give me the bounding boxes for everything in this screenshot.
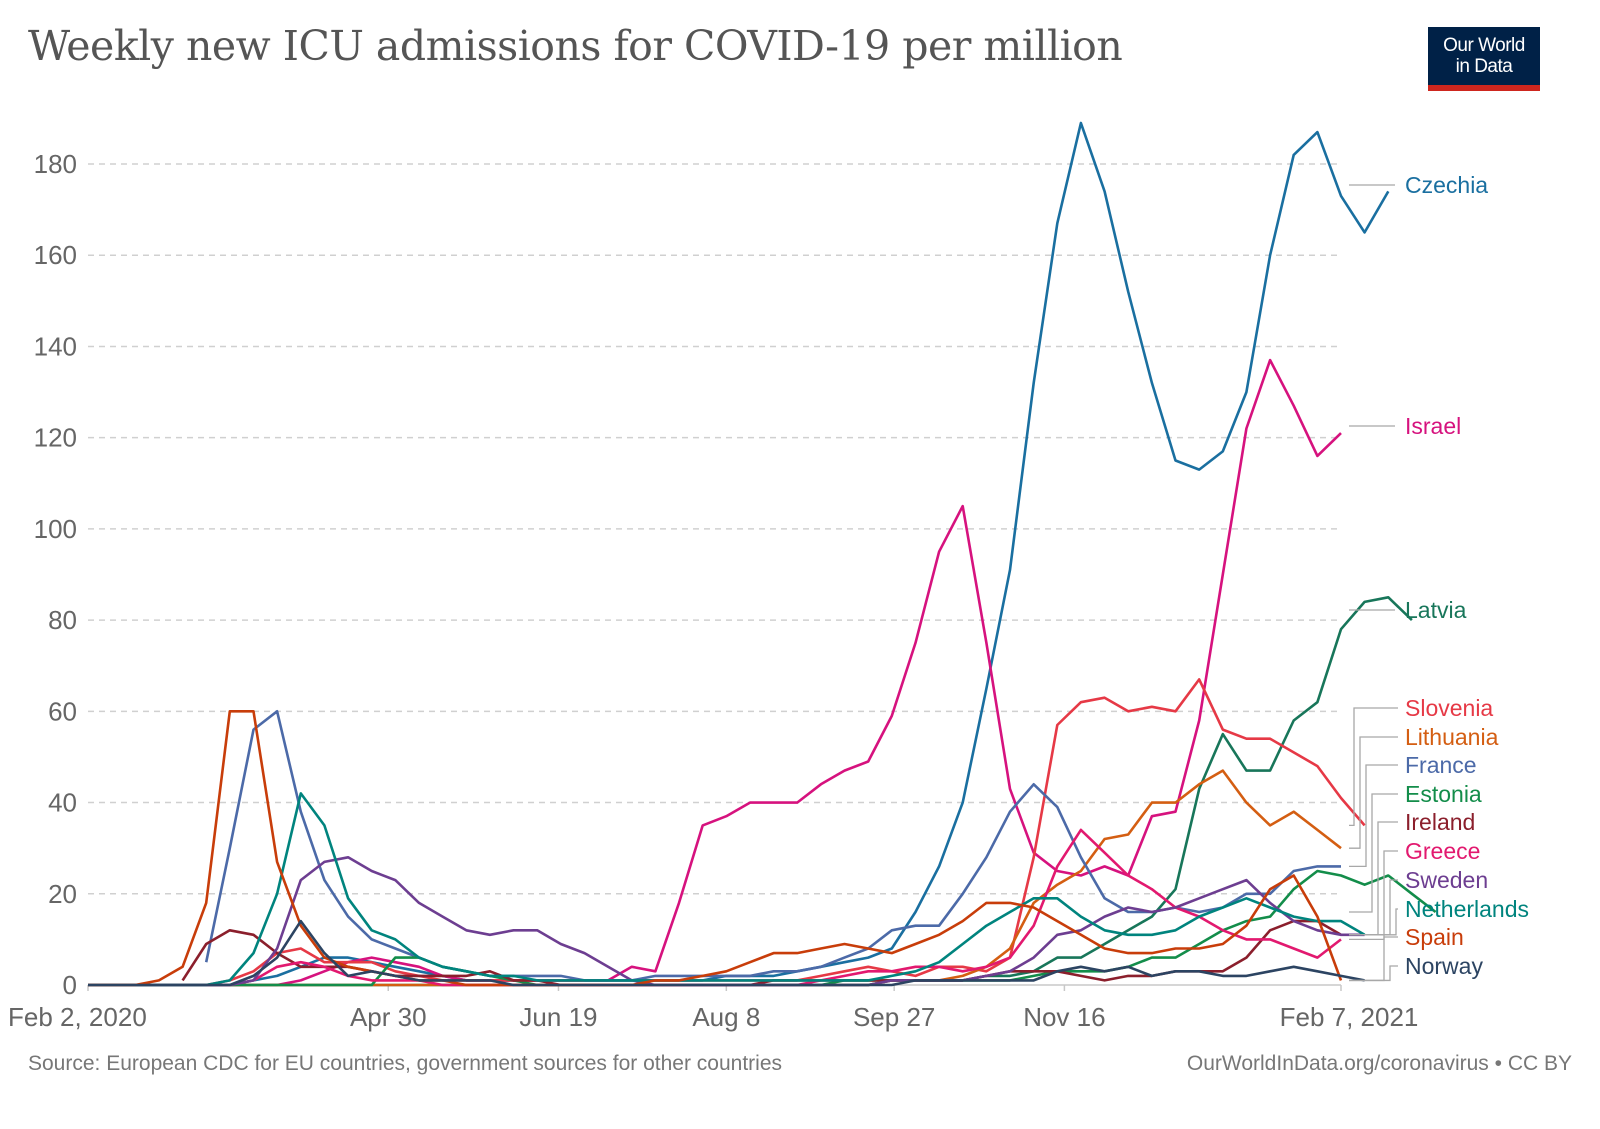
series-label-france[interactable]: France	[1405, 752, 1477, 778]
series-line-norway[interactable]	[88, 919, 1365, 987]
x-tick-label: Nov 16	[1023, 1002, 1105, 1032]
series-line-latvia[interactable]	[88, 596, 1413, 987]
label-connector	[1349, 793, 1398, 913]
series-label-ireland[interactable]: Ireland	[1405, 809, 1475, 835]
x-tick-label: Aug 8	[692, 1002, 760, 1032]
series-label-latvia[interactable]: Latvia	[1405, 597, 1467, 623]
y-tick-label: 20	[48, 879, 77, 909]
label-connector	[1349, 908, 1398, 936]
credit-link[interactable]: OurWorldInData.org/coronavirus • CC BY	[1186, 1052, 1572, 1075]
series-label-slovenia[interactable]: Slovenia	[1405, 695, 1493, 721]
y-tick-label: 160	[34, 240, 77, 270]
series-line-israel[interactable]	[158, 358, 1342, 987]
label-connector	[1349, 764, 1398, 868]
label-connector	[1349, 879, 1398, 936]
y-tick-label: 60	[48, 696, 77, 726]
y-tick-label: 120	[34, 423, 77, 453]
series-line-netherlands[interactable]	[88, 792, 1366, 987]
logo-line-1: Our World	[1443, 35, 1525, 56]
y-tick-label: 100	[34, 514, 77, 544]
x-tick-label: Feb 7, 2021	[1280, 1002, 1419, 1032]
series-label-greece[interactable]: Greece	[1405, 838, 1480, 864]
series-label-netherlands[interactable]: Netherlands	[1405, 896, 1529, 922]
x-axis: Feb 2, 2020 Apr 30 Jun 19 Aug 8 Sep 27 Nov 16…	[8, 984, 1419, 1032]
series-line-estonia[interactable]	[88, 869, 1437, 987]
y-axis-ticks: 0 20 40 60 80 100 120 140 160 180	[34, 149, 77, 1000]
chart-title: Weekly new ICU admissions for COVID-19 p…	[28, 22, 1123, 70]
label-connector	[1349, 707, 1398, 827]
series-label-sweden[interactable]: Sweden	[1405, 867, 1488, 893]
source-note: Source: European CDC for EU countries, g…	[28, 1052, 783, 1075]
y-tick-label: 40	[48, 788, 77, 818]
series-lines	[88, 121, 1437, 987]
series-label-czechia[interactable]: Czechia	[1405, 172, 1488, 198]
series-label-estonia[interactable]: Estonia	[1405, 781, 1482, 807]
owid-logo[interactable]: Our World in Data	[1428, 27, 1540, 91]
series-label-spain[interactable]: Spain	[1405, 924, 1464, 950]
label-connector	[1349, 736, 1398, 849]
y-tick-label: 180	[34, 149, 77, 179]
logo-line-2: in Data	[1455, 56, 1513, 77]
y-tick-label: 80	[48, 605, 77, 635]
series-line-spain[interactable]	[88, 710, 1343, 987]
x-tick-label: Jun 19	[519, 1002, 597, 1032]
label-connector	[1349, 965, 1398, 982]
label-connector	[1349, 850, 1398, 941]
x-tick-label: Apr 30	[350, 1002, 427, 1032]
series-line-france[interactable]	[204, 710, 1341, 982]
series-label-israel[interactable]: Israel	[1405, 413, 1461, 439]
x-tick-label: Sep 27	[853, 1002, 935, 1032]
series-label-norway[interactable]: Norway	[1405, 953, 1483, 979]
series-labels: Czechia Israel Latvia Slovenia LithuaniaFran…	[1349, 172, 1529, 982]
y-tick-label: 0	[63, 970, 77, 1000]
logo-accent-bar	[1428, 85, 1540, 91]
x-tick-label: Feb 2, 2020	[8, 1002, 147, 1032]
series-label-lithuania[interactable]: Lithuania	[1405, 724, 1499, 750]
gridlines	[88, 163, 1341, 895]
series-line-czechia[interactable]	[88, 121, 1390, 987]
y-tick-label: 140	[34, 331, 77, 361]
